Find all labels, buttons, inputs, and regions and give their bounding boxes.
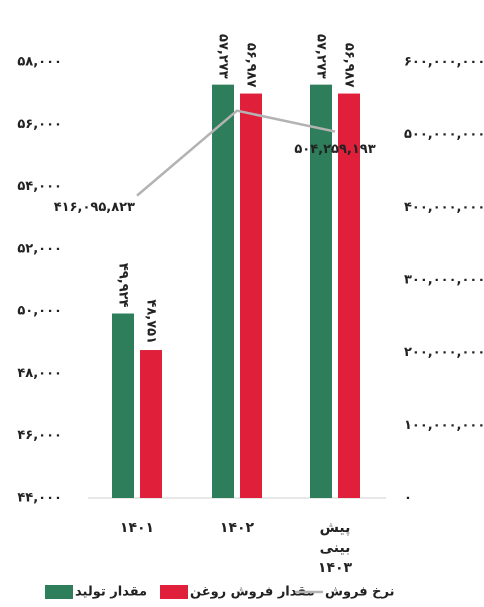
y-tick-label: ۵۰,۰۰۰ (17, 304, 62, 319)
y-tick-label: ۵۶,۰۰۰ (17, 117, 62, 132)
data-label: ۵۶,۹۸۷ (244, 43, 259, 88)
bar (212, 84, 234, 498)
y2-tick-label: ۱۰۰,۰۰۰,۰۰۰ (404, 418, 484, 433)
data-label: ۵۷,۲۷۳ (216, 34, 231, 79)
y2-tick-label: ۰ (404, 491, 412, 506)
bar (338, 93, 360, 498)
legend-symbol (160, 585, 188, 599)
y2-tick-label: ۶۰۰,۰۰۰,۰۰۰ (404, 55, 484, 70)
x-tick-label: ۱۴۰۱ (119, 520, 155, 536)
line-label: ۴۱۶,۰۹۵,۸۲۳ (54, 200, 135, 215)
x-tick-label: ۱۴۰۲ (219, 520, 255, 536)
data-label: ۵۷,۲۷۳ (314, 34, 329, 79)
bar (140, 350, 162, 498)
y-tick-label: ۴۴,۰۰۰ (17, 491, 62, 506)
y2-tick-label: ۴۰۰,۰۰۰,۰۰۰ (404, 200, 484, 215)
data-label: ۴۸,۷۵۱ (144, 299, 159, 344)
y2-tick-label: ۲۰۰,۰۰۰,۰۰۰ (404, 345, 484, 360)
y-tick-label: ۵۲,۰۰۰ (17, 241, 62, 256)
bar (112, 313, 134, 498)
legend-label: نرخ فروش (325, 585, 394, 600)
bar (240, 93, 262, 498)
data-label: ۴۹,۹۲۴ (116, 263, 131, 308)
x-tick-label: پیش بینی ۱۴۰۳ (317, 520, 353, 576)
y2-tick-label: ۳۰۰,۰۰۰,۰۰۰ (404, 273, 484, 288)
bar (310, 84, 332, 498)
legend-label: مقدار تولید (75, 585, 147, 600)
data-label: ۵۶,۹۸۷ (342, 43, 357, 88)
legend-label: مقدار فروش روغن (190, 585, 315, 600)
line-label: ۵۰۴,۲۵۹,۱۹۳ (294, 142, 375, 157)
legend-symbol (45, 585, 73, 599)
y-tick-label: ۴۸,۰۰۰ (17, 366, 62, 381)
y-tick-label: ۴۶,۰۰۰ (17, 428, 62, 443)
y-tick-label: ۵۴,۰۰۰ (17, 179, 62, 194)
line (136, 109, 336, 197)
y-tick-label: ۵۸,۰۰۰ (17, 55, 62, 70)
y2-tick-label: ۵۰۰,۰۰۰,۰۰۰ (404, 127, 484, 142)
